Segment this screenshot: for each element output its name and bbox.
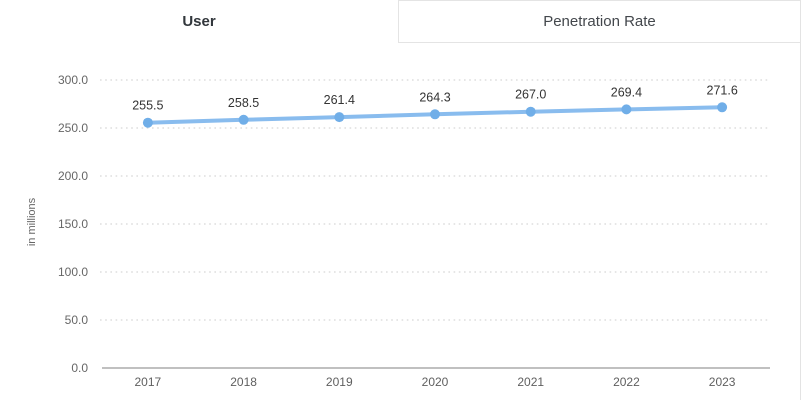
line-chart: 0.0 50.0 100.0 150.0 200.0 250.0 300.0 2017 2018… xyxy=(26,73,770,389)
y-axis-tick-label: 0.0 xyxy=(71,361,88,375)
y-axis-tick-label: 50.0 xyxy=(65,313,89,327)
y-axis-tick-label: 250.0 xyxy=(58,121,88,135)
y-axis-tick-label: 300.0 xyxy=(58,73,88,87)
data-point-label: 269.4 xyxy=(611,85,642,99)
data-point-marker[interactable] xyxy=(430,109,440,120)
y-axis-tick-label: 200.0 xyxy=(58,169,88,183)
x-axis-tick-label: 2020 xyxy=(422,375,449,389)
x-axis-tick-label: 2023 xyxy=(709,375,736,389)
tab-bar: User Penetration Rate xyxy=(0,0,800,43)
x-axis-tick-label: 2019 xyxy=(326,375,353,389)
data-point-label: 267.0 xyxy=(515,88,546,102)
y-axis-title: in millions xyxy=(26,197,38,246)
data-point-label: 258.5 xyxy=(228,96,259,110)
data-point-label: 261.4 xyxy=(324,93,355,107)
data-point-marker[interactable] xyxy=(717,102,728,113)
data-point-label: 264.3 xyxy=(419,90,450,104)
data-point-label: 271.6 xyxy=(707,83,738,97)
data-point-marker[interactable] xyxy=(142,117,153,128)
y-axis-tick-label: 150.0 xyxy=(58,217,88,231)
data-point-label: 255.5 xyxy=(132,99,163,113)
x-axis-tick-label: 2017 xyxy=(135,375,162,389)
x-axis-tick-label: 2021 xyxy=(517,375,544,389)
data-point-marker[interactable] xyxy=(525,106,536,117)
x-axis-tick-label: 2022 xyxy=(613,375,640,389)
y-axis-tick-label: 100.0 xyxy=(58,265,88,279)
tab-penetration-rate[interactable]: Penetration Rate xyxy=(398,0,800,43)
x-axis-tick-label: 2018 xyxy=(230,375,257,389)
card-right-border xyxy=(800,0,801,400)
data-point-marker[interactable] xyxy=(334,112,345,123)
tab-user[interactable]: User xyxy=(0,0,398,43)
data-point-marker[interactable] xyxy=(238,114,249,125)
data-point-marker[interactable] xyxy=(621,104,632,115)
